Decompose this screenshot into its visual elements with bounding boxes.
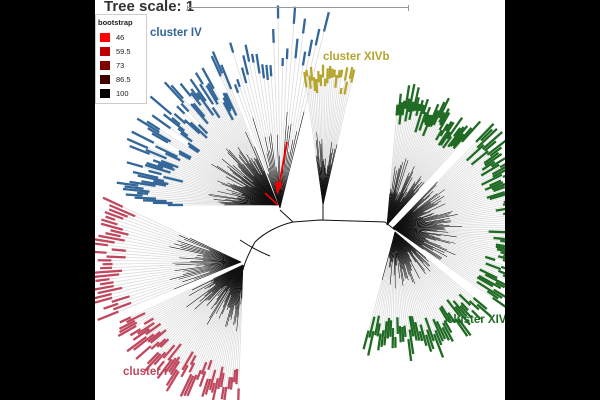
phylogenetic-tree bbox=[95, 5, 505, 400]
legend-item: 100 bbox=[100, 88, 129, 98]
tree-scale-bar bbox=[187, 5, 409, 11]
legend-label: 59.5 bbox=[116, 46, 131, 56]
internal-branches bbox=[169, 111, 462, 332]
cluster-xivb-label: cluster XIVb bbox=[323, 51, 390, 63]
legend-label: 100 bbox=[116, 88, 129, 98]
legend-item: 73 bbox=[100, 60, 124, 70]
red-arrow-icon bbox=[275, 141, 288, 195]
legend-title: bootstrap bbox=[98, 18, 133, 27]
legend-item: 46 bbox=[100, 32, 124, 42]
legend-item: 59.5 bbox=[100, 46, 131, 56]
bootstrap-legend: bootstrap 46 59.5 73 86.5 100 bbox=[95, 14, 147, 104]
legend-swatch bbox=[100, 74, 110, 84]
tip-bars bbox=[95, 5, 505, 400]
cluster-i-label: cluster I bbox=[123, 366, 168, 378]
legend-label: 73 bbox=[116, 60, 125, 70]
low-support-branch bbox=[264, 192, 279, 206]
legend-swatch bbox=[100, 60, 110, 70]
legend-swatch bbox=[100, 46, 110, 56]
legend-swatch bbox=[100, 88, 110, 98]
cluster-iv-label: cluster IV bbox=[150, 27, 202, 39]
leaf-branches bbox=[106, 18, 505, 389]
tree-scale-title: Tree scale: 1 bbox=[104, 0, 195, 15]
legend-swatch bbox=[100, 32, 110, 42]
cluster-xiva-label: cluster XIVa bbox=[447, 314, 505, 326]
tree-figure-panel: Tree scale: 1 bootstrap 46 59.5 73 86.5 … bbox=[95, 0, 505, 400]
legend-label: 86.5 bbox=[116, 74, 131, 84]
backbone bbox=[239, 205, 396, 271]
legend-item: 86.5 bbox=[100, 74, 131, 84]
legend-label: 46 bbox=[116, 32, 125, 42]
